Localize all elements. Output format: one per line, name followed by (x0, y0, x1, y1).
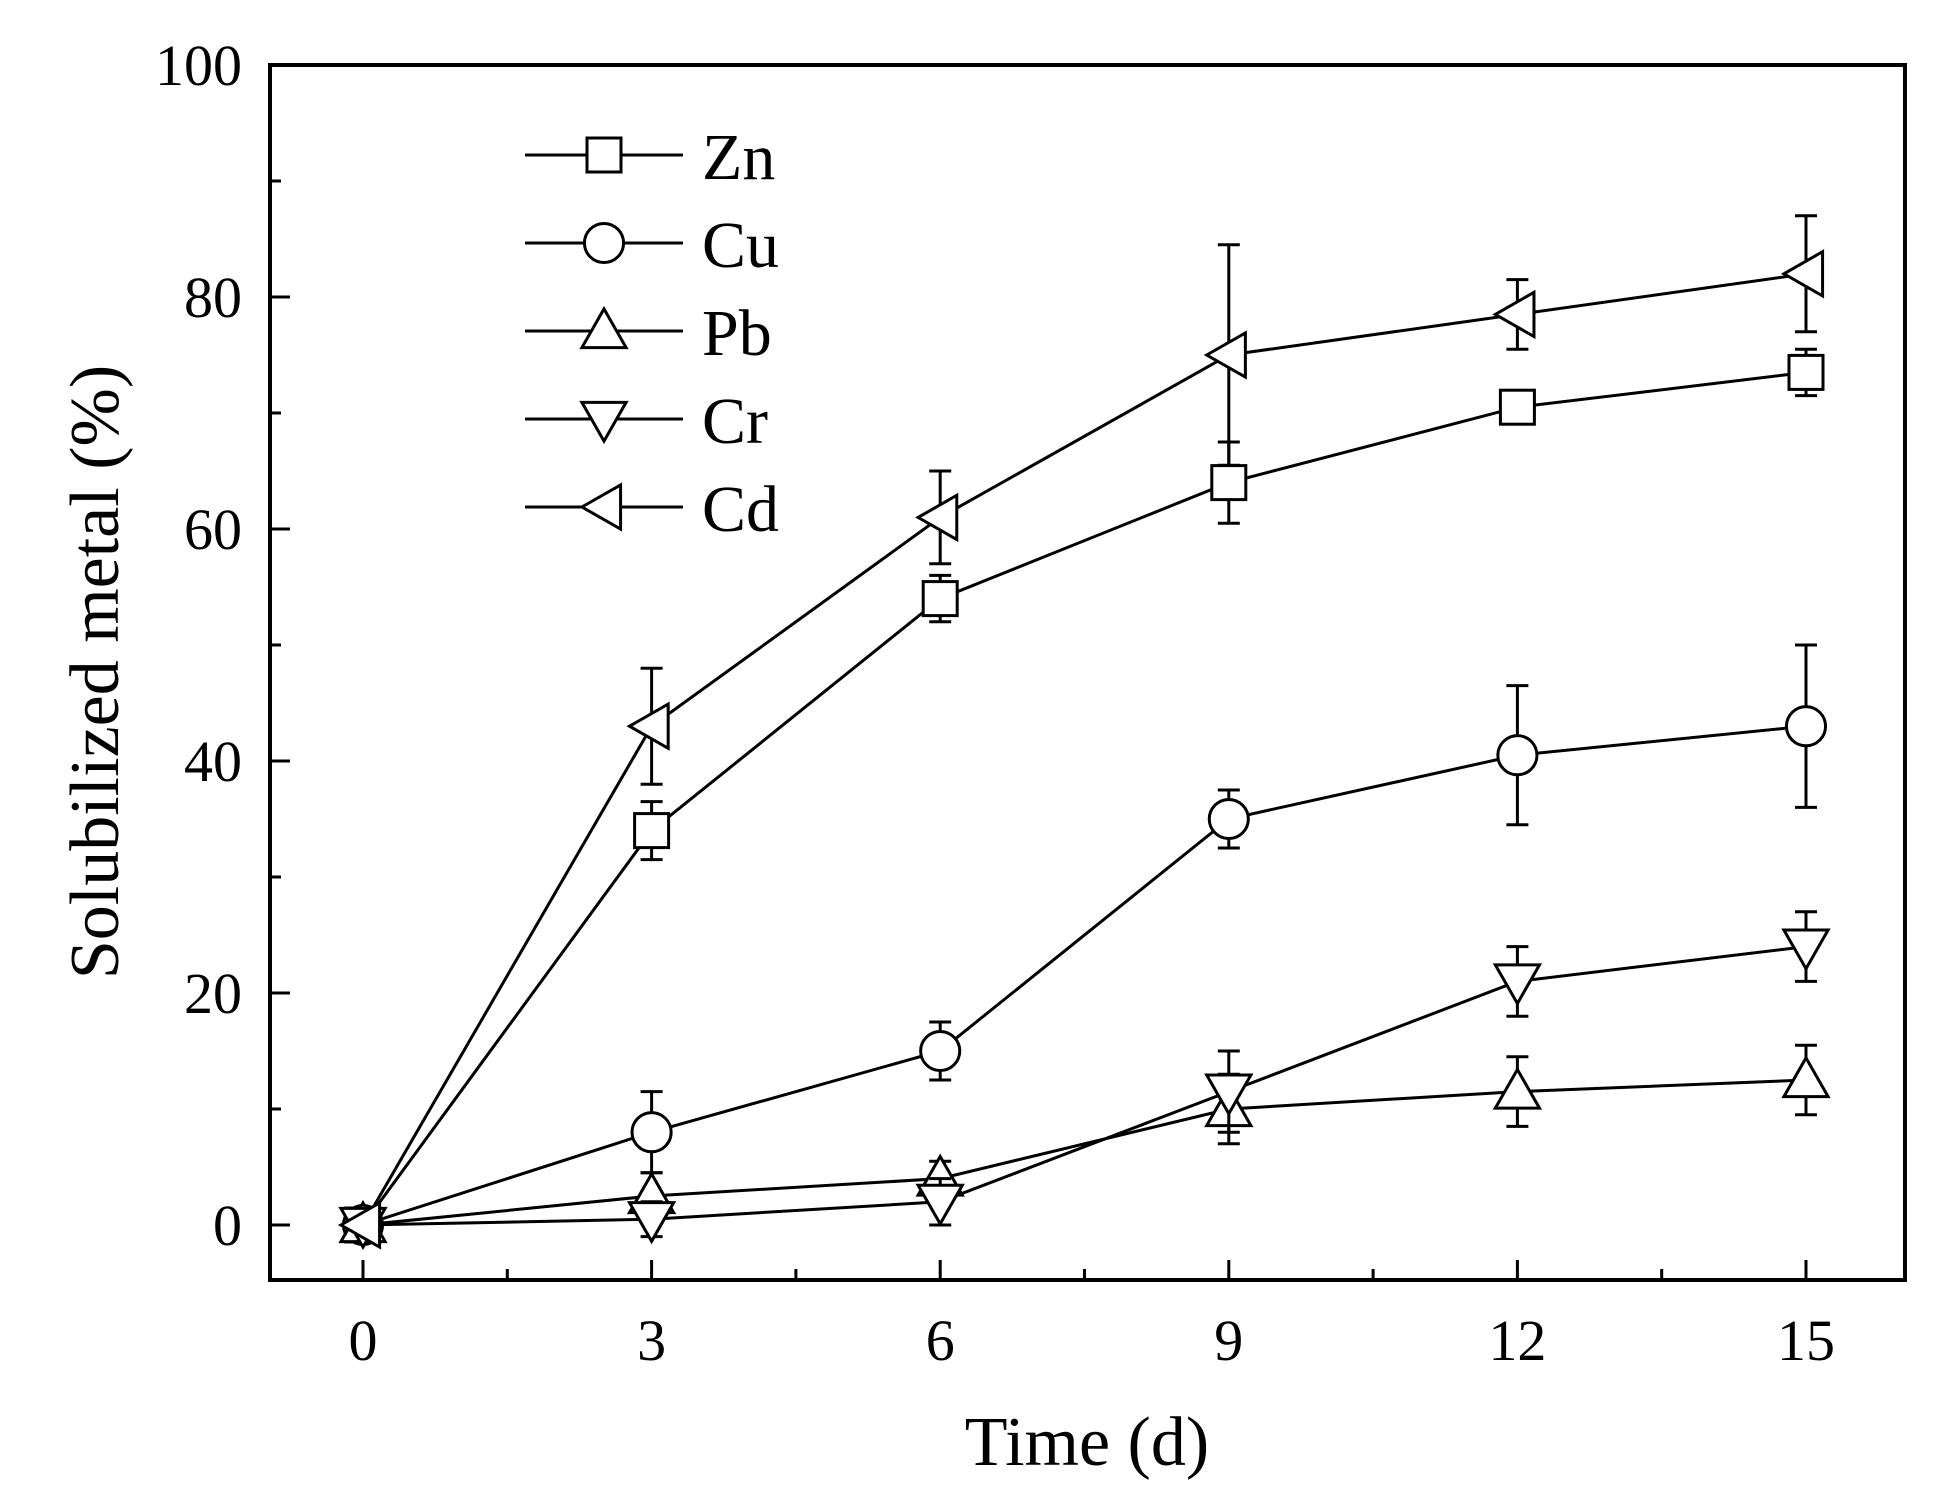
data-point-cu (630, 1111, 673, 1154)
data-point-cu (1784, 705, 1828, 748)
y-tick-label: 20 (184, 961, 242, 1026)
x-tick-label: 15 (1777, 1308, 1835, 1373)
data-point-pb (1781, 1054, 1831, 1099)
y-tick-label: 80 (184, 265, 242, 330)
data-point-cd (1203, 330, 1247, 380)
data-point-cu (1496, 734, 1539, 777)
legend-marker-cu (582, 221, 626, 265)
data-point-zn (1787, 353, 1825, 391)
x-tick-label: 12 (1488, 1308, 1546, 1373)
legend-item-cr: Cr (525, 385, 768, 458)
x-tick-label: 3 (637, 1308, 666, 1373)
data-point-cd (915, 492, 959, 543)
data-point-cd (1492, 289, 1536, 340)
legend-marker-zn (585, 136, 623, 174)
series-line-cd (361, 272, 1807, 1226)
data-point-cr (915, 1183, 965, 1227)
series-cd (337, 214, 1825, 1250)
legend: Zn Cu Pb Cr Cd (525, 121, 779, 546)
data-point-cu (919, 1029, 962, 1073)
legend-label-cu: Cu (702, 209, 779, 282)
x-tick-label: 0 (349, 1308, 378, 1373)
y-tick-label: 0 (213, 1193, 242, 1258)
series-line-cr (362, 945, 1807, 1227)
data-point-cr (1492, 963, 1543, 1007)
legend-marker-cr (579, 400, 629, 445)
data-point-zn (633, 812, 671, 850)
legend-item-cu: Cu (525, 209, 779, 282)
legend-item-zn: Zn (525, 121, 775, 194)
data-point-cd (1780, 249, 1825, 299)
y-tick-label: 40 (184, 729, 242, 794)
series-line-zn (361, 370, 1807, 1226)
y-tick-label: 100 (155, 33, 242, 98)
series-cr (338, 910, 1831, 1251)
data-point-cd (626, 701, 670, 751)
legend-item-cd: Cd (525, 473, 779, 546)
data-point-cr (1204, 1073, 1254, 1117)
series-pb (338, 1043, 1831, 1244)
data-point-pb (1492, 1066, 1543, 1110)
data-point-cr (626, 1201, 677, 1245)
data-point-zn (1210, 464, 1248, 502)
legend-label-pb: Pb (702, 297, 772, 370)
legend-label-zn: Zn (702, 121, 775, 194)
legend-item-pb: Pb (525, 297, 772, 370)
plot-frame (268, 63, 1907, 1282)
legend-label-cd: Cd (702, 473, 779, 546)
data-point-cu (1207, 797, 1250, 841)
data-point-zn (1498, 388, 1536, 426)
y-axis-title: Solubilized metal (%) (57, 365, 134, 979)
series-line-cu (362, 724, 1807, 1227)
series-cu (341, 643, 1828, 1247)
data-point-zn (921, 580, 959, 618)
y-tick-label: 60 (184, 497, 242, 562)
x-tick-label: 6 (926, 1308, 955, 1373)
legend-marker-cd (578, 482, 623, 532)
legend-label-cr: Cr (702, 385, 768, 458)
series-line-pb (362, 1078, 1807, 1227)
data-point-cd (337, 1200, 382, 1250)
x-axis-title: Time (d) (965, 1404, 1209, 1481)
x-tick-label: 9 (1214, 1308, 1243, 1373)
data-point-cr (1781, 928, 1831, 972)
legend-marker-pb (579, 305, 629, 350)
series-zn (344, 347, 1825, 1244)
